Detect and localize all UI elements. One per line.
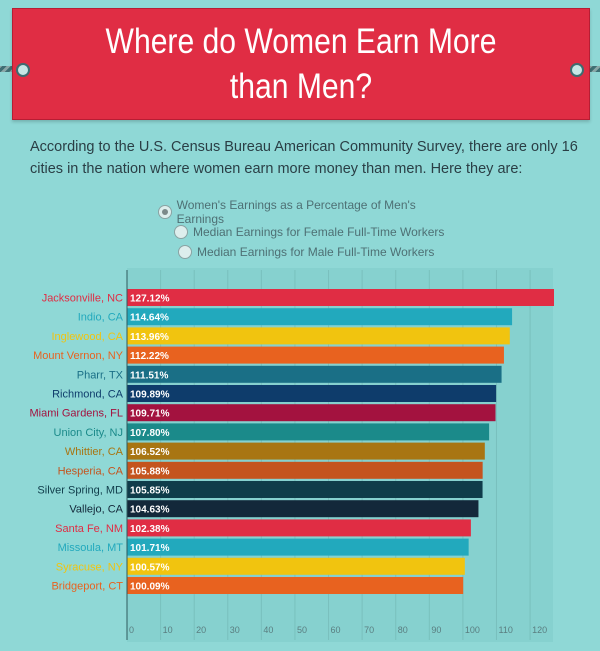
data-label: 102.38% [130,524,170,535]
metric-option-percentage[interactable]: Women's Earnings as a Percentage of Men'… [158,198,458,226]
intro-text: According to the U.S. Census Bureau Amer… [30,139,578,177]
data-label: 105.85% [130,486,170,497]
bar [127,481,483,498]
bar [127,461,483,479]
category-label: Silver Spring, MD [37,485,123,497]
bar [127,385,497,402]
category-label: Pharr, TX [77,369,124,381]
bar [127,519,471,537]
x-tick-label: 0 [129,625,134,635]
x-tick-label: 10 [163,625,173,635]
data-label: 100.09% [130,582,170,593]
metric-option-female-earnings[interactable]: Median Earnings for Female Full-Time Wor… [174,222,458,242]
data-label: 106.52% [130,447,170,458]
data-label: 109.71% [130,409,170,420]
data-label: 104.63% [130,505,170,516]
x-tick-label: 20 [196,625,206,635]
bar [127,423,490,441]
data-label: 107.80% [130,428,170,439]
x-tick-label: 30 [230,625,240,635]
x-tick-label: 60 [331,625,341,635]
category-label: Mount Vernon, NY [33,350,124,362]
category-label: Syracuse, NY [56,561,124,573]
data-label: 114.64% [130,313,169,324]
metric-option-label: Median Earnings for Male Full-Time Worke… [197,245,435,259]
x-tick-label: 50 [297,625,307,635]
bar [127,500,479,518]
data-label: 112.22% [130,351,169,362]
page-title: Where do Women Earn More than Men? [105,22,497,106]
data-label: 109.89% [130,390,170,401]
category-label: Jacksonville, NC [42,293,123,305]
category-label: Miami Gardens, FL [29,408,123,420]
radio-icon[interactable] [178,245,192,259]
bar [127,327,510,345]
data-label: 100.57% [130,562,170,573]
x-tick-label: 90 [431,625,441,635]
category-label: Vallejo, CA [69,504,123,516]
bar [127,442,485,460]
category-label: Indio, CA [78,312,124,324]
bar [127,557,465,575]
metric-option-label: Women's Earnings as a Percentage of Men'… [176,198,416,226]
bar [127,365,502,383]
bar [127,308,513,326]
data-label: 127.12% [130,294,170,305]
metric-selector: Women's Earnings as a Percentage of Men'… [158,198,458,262]
metric-option-label: Median Earnings for Female Full-Time Wor… [193,225,445,239]
bar [127,289,554,306]
data-label: 105.88% [130,466,170,477]
category-label: Union City, NJ [54,427,123,439]
category-label: Inglewood, CA [51,331,123,343]
data-label: 101.71% [130,543,170,554]
x-tick-label: 110 [498,625,512,635]
category-label: Whittier, CA [65,446,124,458]
x-tick-label: 70 [364,625,374,635]
category-label: Richmond, CA [52,389,124,401]
metric-option-male-earnings[interactable]: Median Earnings for Male Full-Time Worke… [178,242,458,262]
data-label: 113.96% [130,332,169,343]
right-ring-icon [570,63,584,77]
left-ring-icon [16,63,30,77]
bar [127,577,464,594]
bar [127,538,469,556]
x-tick-label: 100 [465,625,480,635]
data-label: 111.51% [130,370,168,381]
category-label: Bridgeport, CT [51,581,123,593]
category-label: Missoula, MT [58,542,124,554]
bar [127,346,504,364]
radio-selected-icon[interactable] [158,205,172,219]
x-tick-label: 40 [263,625,273,635]
radio-icon[interactable] [174,225,188,239]
bar [127,404,496,422]
category-label: Hesperia, CA [58,465,124,477]
x-tick-label: 80 [398,625,408,635]
x-tick-label: 120 [532,625,547,635]
category-label: Santa Fe, NM [55,523,123,535]
title-banner: Where do Women Earn More than Men? [12,8,590,120]
